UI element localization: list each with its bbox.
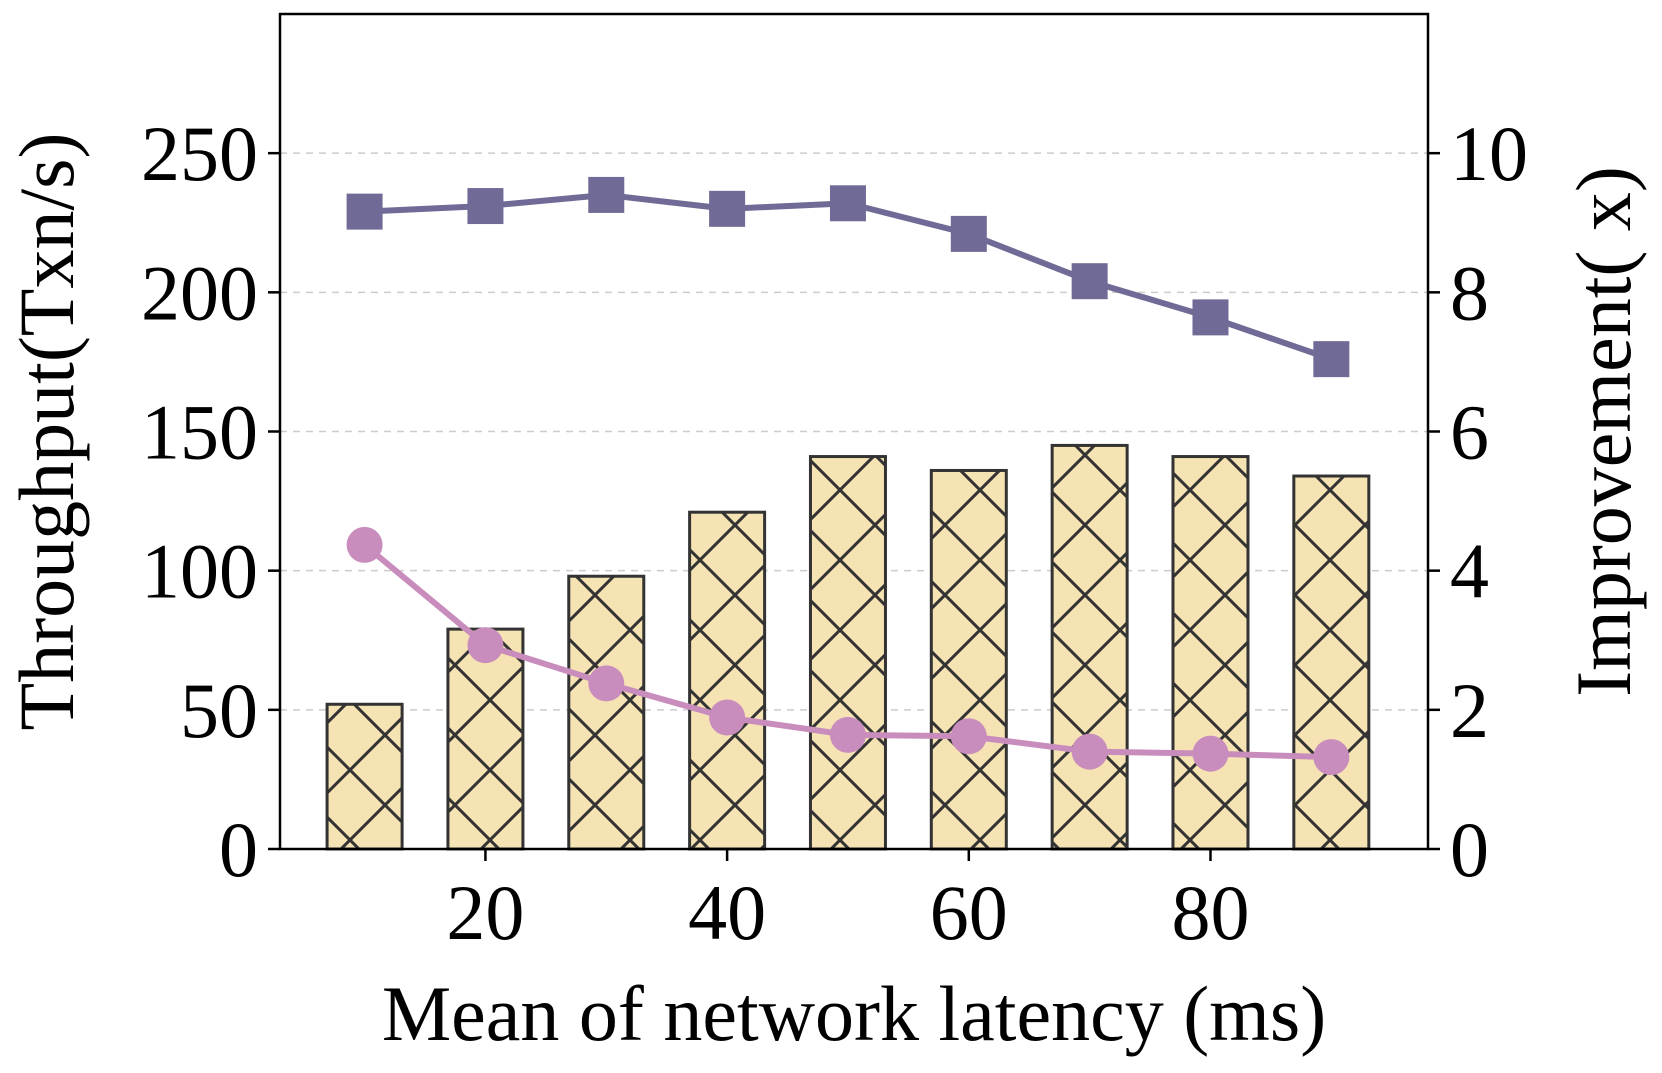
x-tick-label: 20 (446, 869, 524, 956)
bar (1171, 455, 1250, 851)
square-marker (1192, 299, 1229, 336)
circle-marker (467, 627, 504, 664)
y-left-tick-label: 100 (141, 528, 258, 615)
y-left-tick-label: 0 (219, 806, 258, 893)
bar (808, 455, 887, 851)
y-left-tick-label: 150 (141, 389, 258, 476)
bar (325, 702, 404, 851)
y-left-tick-label: 200 (141, 249, 258, 336)
x-axis-label: Mean of network latency (ms) (382, 970, 1326, 1057)
x-tick-label: 80 (1171, 869, 1249, 956)
circle-marker (1313, 739, 1350, 776)
circle-marker (588, 665, 625, 702)
y-right-tick-label: 8 (1450, 249, 1489, 336)
axis-labels: Mean of network latency (ms) Throughput(… (3, 133, 1647, 1057)
circle-marker (709, 699, 746, 736)
square-marker (829, 185, 866, 222)
bar (567, 574, 646, 851)
square-marker (1071, 263, 1108, 300)
bars (325, 443, 1371, 851)
y-left-tick-label: 50 (180, 667, 258, 754)
circle-marker (1192, 735, 1229, 772)
circle-marker (1071, 733, 1108, 770)
y-axis-left-label: Throughput(Txn/s) (3, 133, 90, 731)
square-marker (467, 188, 504, 225)
circle-marker (950, 718, 987, 755)
series (346, 176, 1350, 776)
x-tick-label: 60 (930, 869, 1008, 956)
square-marker (588, 176, 625, 213)
square-marker (1313, 341, 1350, 378)
bar (1050, 443, 1129, 851)
circle-marker (829, 716, 866, 753)
bar (688, 510, 767, 851)
y-right-tick-label: 0 (1450, 806, 1489, 893)
bar (1292, 474, 1371, 851)
square-marker (346, 193, 383, 230)
square-marker (950, 215, 987, 252)
square-marker (709, 190, 746, 227)
y-axis-right-label: Improvement( x) (1560, 166, 1647, 697)
y-right-tick-label: 2 (1450, 667, 1489, 754)
axes: 0 50 100 150 200 250 0 2 4 6 8 10 20 40 60 80 (141, 12, 1528, 956)
y-right-tick-label: 10 (1450, 110, 1528, 197)
y-left-tick-label: 250 (141, 110, 258, 197)
y-right-tick-label: 6 (1450, 389, 1489, 476)
circle-marker (346, 526, 383, 563)
y-right-tick-label: 4 (1450, 528, 1489, 615)
bar (929, 468, 1008, 851)
x-tick-label: 40 (688, 869, 766, 956)
